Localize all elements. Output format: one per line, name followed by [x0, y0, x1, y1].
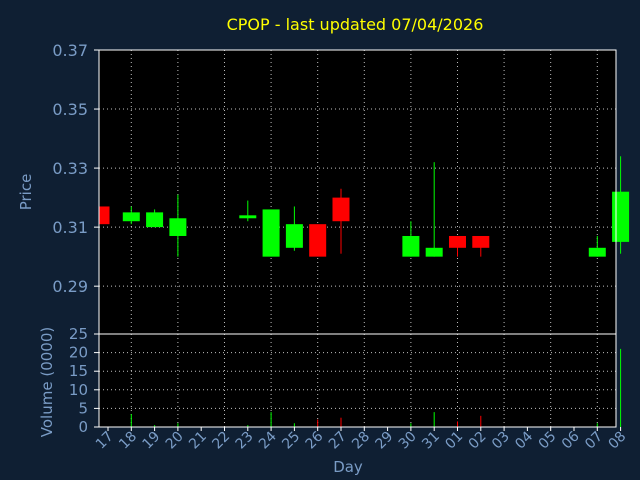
- x-tick-label: 07: [582, 429, 606, 453]
- x-tick-label: 02: [466, 429, 490, 453]
- price-tick-label: 0.33: [52, 159, 88, 178]
- x-axis-ticks: 17 18 19 20 21 22 23 24 25 26 27 28 29 30 31 01 02 03 04 05…: [93, 427, 629, 453]
- x-tick-label: 03: [489, 429, 513, 453]
- x-tick-label: 22: [209, 429, 233, 453]
- candle-body: [425, 247, 443, 257]
- x-tick-label: 18: [116, 429, 140, 453]
- x-tick-label: 06: [559, 428, 583, 452]
- x-tick-label: 29: [372, 429, 396, 453]
- x-tick-label: 04: [512, 428, 536, 452]
- volume-tick-label: 20: [69, 344, 88, 362]
- volume-tick-label: 5: [78, 399, 88, 417]
- candle-body: [472, 235, 490, 248]
- x-tick-label: 24: [256, 428, 280, 452]
- volume-tick-label: 25: [69, 325, 88, 343]
- x-tick-label: 27: [326, 429, 350, 453]
- volume-bars: [130, 348, 622, 427]
- x-tick-label: 25: [279, 429, 303, 453]
- candle-body: [262, 209, 280, 257]
- x-tick-label: 28: [349, 429, 373, 453]
- x-tick-label: 08: [605, 429, 629, 453]
- x-tick-label: 21: [186, 429, 210, 453]
- x-tick-label: 30: [396, 429, 420, 453]
- candle-body: [402, 235, 420, 257]
- candle-body: [122, 212, 140, 222]
- x-tick-label: 19: [139, 429, 163, 453]
- candle-body: [332, 197, 350, 222]
- x-tick-label: 01: [442, 429, 466, 453]
- price-tick-label: 0.37: [52, 41, 88, 60]
- price-axis-label: Price: [17, 174, 35, 211]
- x-tick-label: 17: [93, 429, 117, 453]
- candle-body: [169, 218, 187, 236]
- candle-body: [239, 215, 257, 219]
- candle-body: [309, 224, 327, 257]
- volume-tick-label: 0: [78, 418, 88, 436]
- volume-plot-frame: [98, 333, 617, 428]
- candle-body: [612, 191, 630, 242]
- candle-body: [99, 206, 110, 225]
- price-tick-label: 0.29: [52, 277, 88, 296]
- volume-axis-label: Volume (0000): [38, 327, 56, 437]
- candle-body: [285, 224, 303, 248]
- price-plot-area: [99, 50, 616, 334]
- x-tick-label: 26: [303, 428, 327, 452]
- candle-body: [588, 247, 606, 257]
- volume-plot-area: [99, 334, 616, 427]
- x-tick-label: 23: [233, 429, 257, 453]
- volume-tick-label: 10: [69, 381, 88, 399]
- x-tick-label: 20: [163, 429, 187, 453]
- grid-lines: [99, 50, 616, 427]
- chart-title: CPOP - last updated 07/04/2026: [227, 15, 484, 34]
- x-axis-label: Day: [333, 458, 363, 476]
- x-tick-label: 31: [419, 429, 443, 453]
- candle-body: [146, 212, 164, 228]
- price-tick-label: 0.31: [52, 218, 88, 237]
- price-axis-ticks: 0.37 0.35 0.33 0.31 0.29: [52, 41, 99, 296]
- x-tick-label: 05: [536, 429, 560, 453]
- volume-tick-label: 15: [69, 362, 88, 380]
- candle-body: [448, 235, 466, 248]
- price-tick-label: 0.35: [52, 100, 88, 119]
